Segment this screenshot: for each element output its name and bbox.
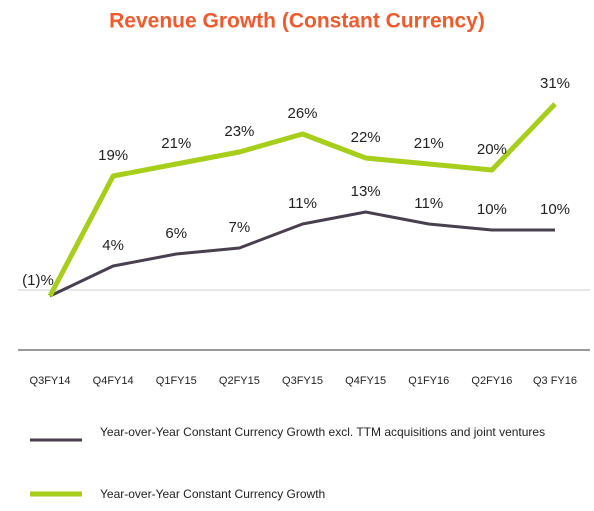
x-tick-label: Q2FY16 — [471, 375, 512, 387]
legend-label: Year-over-Year Constant Currency Growth — [100, 487, 326, 501]
series-line — [47, 102, 557, 298]
data-label: 21% — [161, 135, 191, 152]
data-label: (1)% — [22, 272, 54, 289]
data-label: 31% — [540, 75, 570, 92]
data-label: 19% — [98, 147, 128, 164]
x-tick-label: Q1FY15 — [156, 375, 197, 387]
data-label: 4% — [102, 237, 124, 254]
x-tick-label: Q2FY15 — [219, 375, 260, 387]
data-label: 11% — [414, 195, 443, 212]
data-label: 10% — [477, 201, 507, 218]
chart-title: Revenue Growth (Constant Currency) — [109, 10, 485, 33]
data-label: 23% — [224, 123, 254, 140]
data-label: 20% — [477, 141, 507, 158]
x-tick-label: Q4FY14 — [93, 375, 134, 387]
x-tick-label: Q1FY16 — [408, 375, 449, 387]
data-label: 7% — [229, 219, 251, 236]
data-label: 6% — [165, 225, 187, 242]
x-tick-label: Q3FY14 — [30, 375, 71, 387]
x-tick-label: Q3 FY16 — [533, 375, 577, 387]
x-tick-label: Q3FY15 — [282, 375, 323, 387]
data-label: 10% — [540, 201, 570, 218]
series-line — [49, 210, 555, 298]
data-label: 26% — [287, 105, 317, 122]
data-label: 13% — [351, 183, 381, 200]
data-label: 22% — [351, 129, 381, 146]
legend-label: Year-over-Year Constant Currency Growth … — [100, 425, 546, 439]
data-label: 11% — [288, 195, 317, 212]
x-tick-label: Q4FY15 — [345, 375, 386, 387]
data-label: 21% — [414, 135, 444, 152]
